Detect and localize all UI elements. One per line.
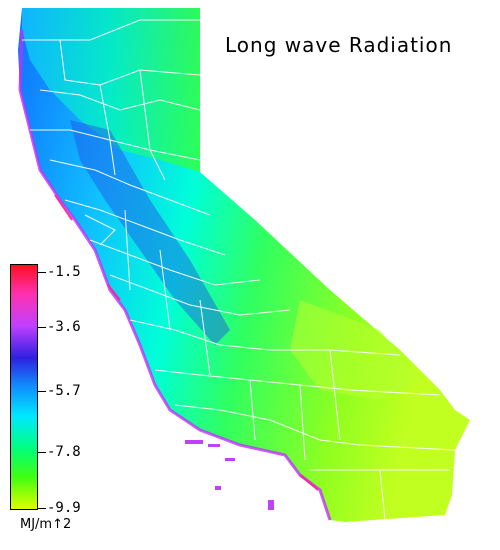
map-title: Long wave Radiation <box>225 33 453 57</box>
colorbar-tick <box>38 508 46 509</box>
county-boundaries <box>22 19 456 521</box>
northern-region-shade <box>22 8 200 172</box>
colorbar-unit: MJ/m↑2 <box>20 517 72 532</box>
colorbar-tick-label: -3.6 <box>47 319 81 335</box>
coastal-hot-spots <box>54 194 319 491</box>
coastal-fringe <box>18 29 332 521</box>
desert-region-shade <box>290 300 420 400</box>
colorbar-tick-label: -1.5 <box>47 264 81 280</box>
colorbar-tick <box>38 272 46 273</box>
colorbar-tick <box>38 452 46 453</box>
colorbar-tick-label: -7.8 <box>47 444 81 460</box>
colorbar <box>10 264 38 510</box>
channel-islands <box>185 440 274 510</box>
colorbar-tick <box>38 391 46 392</box>
colorbar-tick <box>38 327 46 328</box>
colorbar-tick-label: -9.9 <box>47 500 81 516</box>
colorbar-tick-label: -5.7 <box>47 383 81 399</box>
